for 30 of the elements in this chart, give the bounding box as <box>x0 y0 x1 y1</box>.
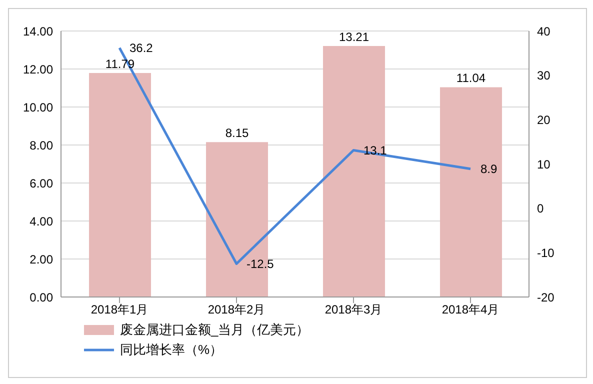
y-tick-label: 2.00 <box>30 252 54 266</box>
y-tick-label: 4.00 <box>30 214 54 228</box>
y2-tick-label: 20 <box>537 112 551 127</box>
y2-tick-label: 40 <box>537 24 551 38</box>
x-tick-label: 2018年2月 <box>208 302 266 317</box>
bar <box>89 72 151 297</box>
y2-tick-label: 10 <box>537 157 551 172</box>
x-tick-label: 2018年4月 <box>442 302 500 317</box>
y-tick-label: 8.00 <box>30 138 54 152</box>
y2-tick-label: -10 <box>537 246 555 260</box>
y2-tick-label: -20 <box>537 290 555 304</box>
y-tick-label: 14.00 <box>22 24 54 38</box>
y-tick-label: 6.00 <box>30 176 54 190</box>
x-tick-label: 2018年3月 <box>324 302 382 317</box>
y-tick-label: 12.00 <box>22 62 54 76</box>
bar <box>323 46 385 297</box>
bar <box>440 87 502 297</box>
y2-tick-label: 0 <box>537 202 544 216</box>
data-label: -12.5 <box>246 257 274 272</box>
legend-label: 废金属进口金额_当月（亿美元） <box>120 321 310 339</box>
data-label: 8.9 <box>480 162 498 176</box>
y2-tick-label: 30 <box>537 68 551 83</box>
legend-label: 同比增长率（%） <box>120 341 223 359</box>
data-label: 13.21 <box>338 30 370 44</box>
y-tick-label: 10.00 <box>22 100 54 114</box>
data-label: 8.15 <box>225 126 249 140</box>
x-tick-label: 2018年1月 <box>90 302 148 317</box>
data-label: 36.2 <box>130 41 154 56</box>
y-tick-label: 0.00 <box>30 290 54 304</box>
data-label: 11.04 <box>456 71 486 86</box>
